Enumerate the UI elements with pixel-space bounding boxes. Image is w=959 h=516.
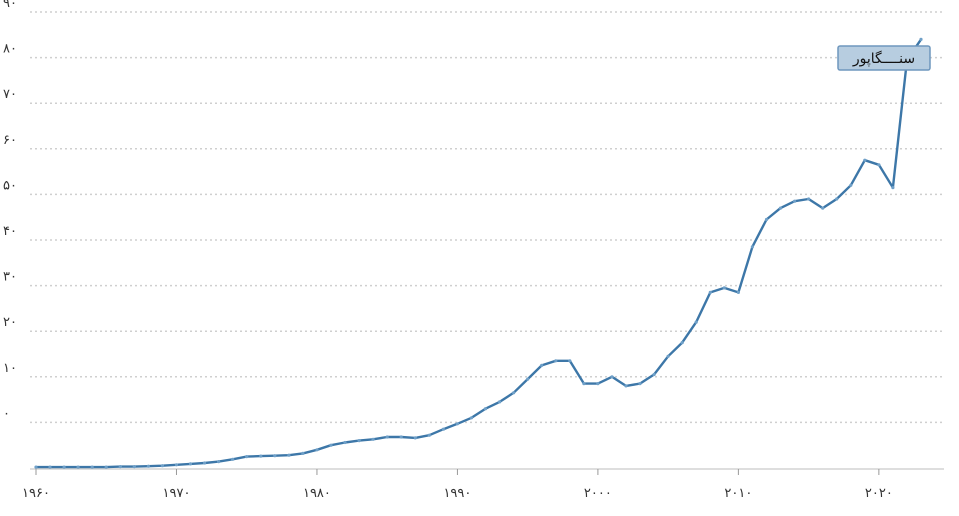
gridlines bbox=[30, 11, 944, 424]
data-point[interactable] bbox=[146, 464, 150, 468]
data-point[interactable] bbox=[596, 382, 600, 386]
x-tick-label: ۱۹۷۰ bbox=[163, 486, 191, 501]
data-point[interactable] bbox=[666, 354, 670, 358]
x-tick-label: ۲۰۰۰ bbox=[584, 486, 612, 501]
data-point[interactable] bbox=[259, 454, 263, 458]
data-point[interactable] bbox=[750, 245, 755, 249]
data-point[interactable] bbox=[455, 422, 459, 426]
y-tick-label: ۳۰ bbox=[3, 270, 17, 285]
data-point[interactable] bbox=[624, 384, 628, 388]
x-tick-label: ۱۹۹۰ bbox=[443, 486, 471, 501]
data-point[interactable] bbox=[188, 462, 193, 466]
data-point[interactable] bbox=[919, 37, 923, 42]
data-point[interactable] bbox=[877, 163, 881, 167]
data-point[interactable] bbox=[203, 461, 207, 465]
data-point[interactable] bbox=[498, 400, 502, 404]
data-point[interactable] bbox=[174, 463, 179, 467]
series-label-text: سنــــگاپور bbox=[852, 50, 915, 67]
data-point[interactable] bbox=[132, 465, 136, 469]
series-layer bbox=[34, 37, 923, 469]
data-point[interactable] bbox=[793, 199, 797, 203]
data-point[interactable] bbox=[315, 448, 319, 452]
y-tick-label: ۲۰ bbox=[3, 315, 17, 330]
data-point[interactable] bbox=[245, 455, 249, 459]
series-label-box bbox=[837, 45, 931, 71]
x-tick-label: ۱۹۸۰ bbox=[303, 486, 331, 501]
data-point[interactable] bbox=[694, 320, 698, 324]
data-point[interactable] bbox=[427, 433, 431, 437]
y-axis-labels: ۰ ۱۰ ۲۰ ۳۰ ۴۰ ۵۰ ۶۰ ۷۰ ۸۰ ۹۰ bbox=[3, 0, 17, 421]
y-tick-label: ۸۰ bbox=[3, 42, 17, 57]
data-point[interactable] bbox=[76, 465, 80, 469]
x-axis bbox=[30, 468, 944, 475]
data-point[interactable] bbox=[469, 416, 474, 420]
data-point[interactable] bbox=[708, 290, 712, 294]
data-point[interactable] bbox=[483, 407, 488, 411]
data-point[interactable] bbox=[217, 460, 221, 464]
y-tick-label: ۶۰ bbox=[3, 133, 17, 148]
data-point[interactable] bbox=[821, 206, 825, 210]
data-point[interactable] bbox=[554, 359, 558, 363]
data-point[interactable] bbox=[287, 453, 291, 457]
y-tick-label: ۷۰ bbox=[3, 87, 17, 102]
data-point[interactable] bbox=[610, 375, 614, 379]
data-point[interactable] bbox=[891, 186, 895, 190]
data-point[interactable] bbox=[301, 451, 305, 455]
data-point[interactable] bbox=[722, 286, 726, 290]
data-point[interactable] bbox=[371, 437, 375, 441]
series-label: سنــــگاپور bbox=[837, 45, 931, 71]
x-axis-labels: ۱۹۶۰ ۱۹۷۰ ۱۹۸۰ ۱۹۹۰ ۲۰۰۰ ۲۰۱۰ ۲۰۲۰ bbox=[22, 486, 893, 501]
x-tick-label: ۲۰۱۰ bbox=[724, 486, 752, 501]
data-point[interactable] bbox=[48, 465, 52, 469]
data-point[interactable] bbox=[736, 290, 741, 294]
data-point[interactable] bbox=[357, 439, 361, 443]
data-point[interactable] bbox=[680, 341, 684, 345]
x-tick-label: ۲۰۲۰ bbox=[865, 486, 893, 501]
data-point[interactable] bbox=[90, 465, 94, 469]
data-point[interactable] bbox=[385, 435, 389, 439]
data-point[interactable] bbox=[34, 465, 38, 469]
data-point[interactable] bbox=[764, 217, 769, 222]
data-point[interactable] bbox=[849, 183, 853, 187]
x-tick-label: ۱۹۶۰ bbox=[22, 486, 50, 501]
y-tick-label: ۱۰ bbox=[3, 361, 17, 376]
data-point[interactable] bbox=[441, 427, 445, 431]
data-point[interactable] bbox=[526, 377, 530, 381]
data-point[interactable] bbox=[807, 197, 811, 201]
data-point[interactable] bbox=[413, 436, 417, 440]
data-point[interactable] bbox=[582, 382, 586, 386]
data-point[interactable] bbox=[568, 359, 572, 363]
data-point[interactable] bbox=[273, 454, 277, 458]
y-tick-label: ۹۰ bbox=[3, 0, 17, 11]
data-point[interactable] bbox=[778, 206, 783, 210]
data-point[interactable] bbox=[329, 443, 333, 447]
y-tick-label: ۵۰ bbox=[3, 178, 17, 193]
series-line bbox=[34, 38, 923, 469]
data-point[interactable] bbox=[399, 435, 403, 439]
data-point[interactable] bbox=[511, 391, 516, 395]
data-point[interactable] bbox=[231, 457, 235, 461]
data-point[interactable] bbox=[863, 158, 867, 162]
y-tick-label: ۴۰ bbox=[3, 224, 17, 239]
y-tick-label: ۰ bbox=[3, 406, 10, 421]
data-point[interactable] bbox=[104, 465, 108, 469]
data-point[interactable] bbox=[160, 464, 164, 468]
data-point[interactable] bbox=[343, 440, 347, 445]
data-point[interactable] bbox=[638, 382, 642, 386]
data-point[interactable] bbox=[118, 465, 122, 469]
data-point[interactable] bbox=[835, 197, 839, 201]
data-point[interactable] bbox=[540, 363, 544, 367]
data-point[interactable] bbox=[62, 465, 66, 469]
data-point[interactable] bbox=[652, 372, 656, 377]
